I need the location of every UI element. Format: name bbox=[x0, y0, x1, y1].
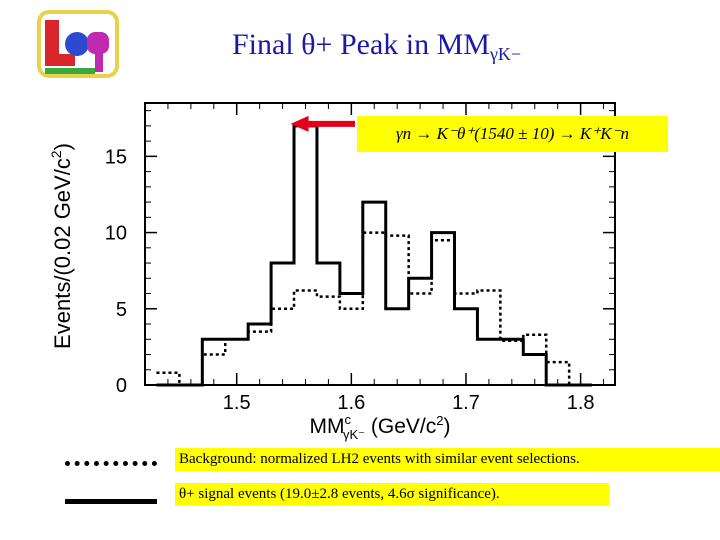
background-histogram bbox=[156, 231, 593, 387]
logo-icon bbox=[37, 10, 121, 78]
x-tick-label: 1.5 bbox=[223, 392, 251, 414]
legend-background-line bbox=[65, 461, 157, 466]
peak-arrow-head bbox=[290, 115, 309, 132]
y-tick-label: 5 bbox=[116, 299, 127, 321]
legend-signal-label: θ+ signal events (19.0±2.8 events, 4.6σ … bbox=[175, 483, 609, 506]
reaction-annotation: γn → K⁻θ⁺(1540 ± 10) → K⁺K⁻n bbox=[357, 116, 668, 152]
x-tick-label: 1.7 bbox=[452, 392, 480, 414]
y-tick-label: 0 bbox=[116, 375, 127, 397]
x-tick-label: 1.6 bbox=[337, 392, 365, 414]
y-axis-label: Events/(0.02 GeV/c2) bbox=[48, 143, 75, 349]
y-tick-label: 15 bbox=[105, 146, 127, 168]
legend-background-label: Background: normalized LH2 events with s… bbox=[175, 448, 720, 471]
x-axis-label: MMc γK⁻ (GeV/c2) bbox=[310, 412, 451, 442]
x-tick-label: 1.8 bbox=[567, 392, 595, 414]
legend-signal-line bbox=[65, 499, 157, 504]
signal-histogram bbox=[156, 124, 593, 387]
plot-frame bbox=[144, 102, 616, 386]
y-tick-label: 10 bbox=[105, 223, 127, 245]
slide-title: Final θ+ Peak in MMγK− bbox=[232, 28, 522, 64]
